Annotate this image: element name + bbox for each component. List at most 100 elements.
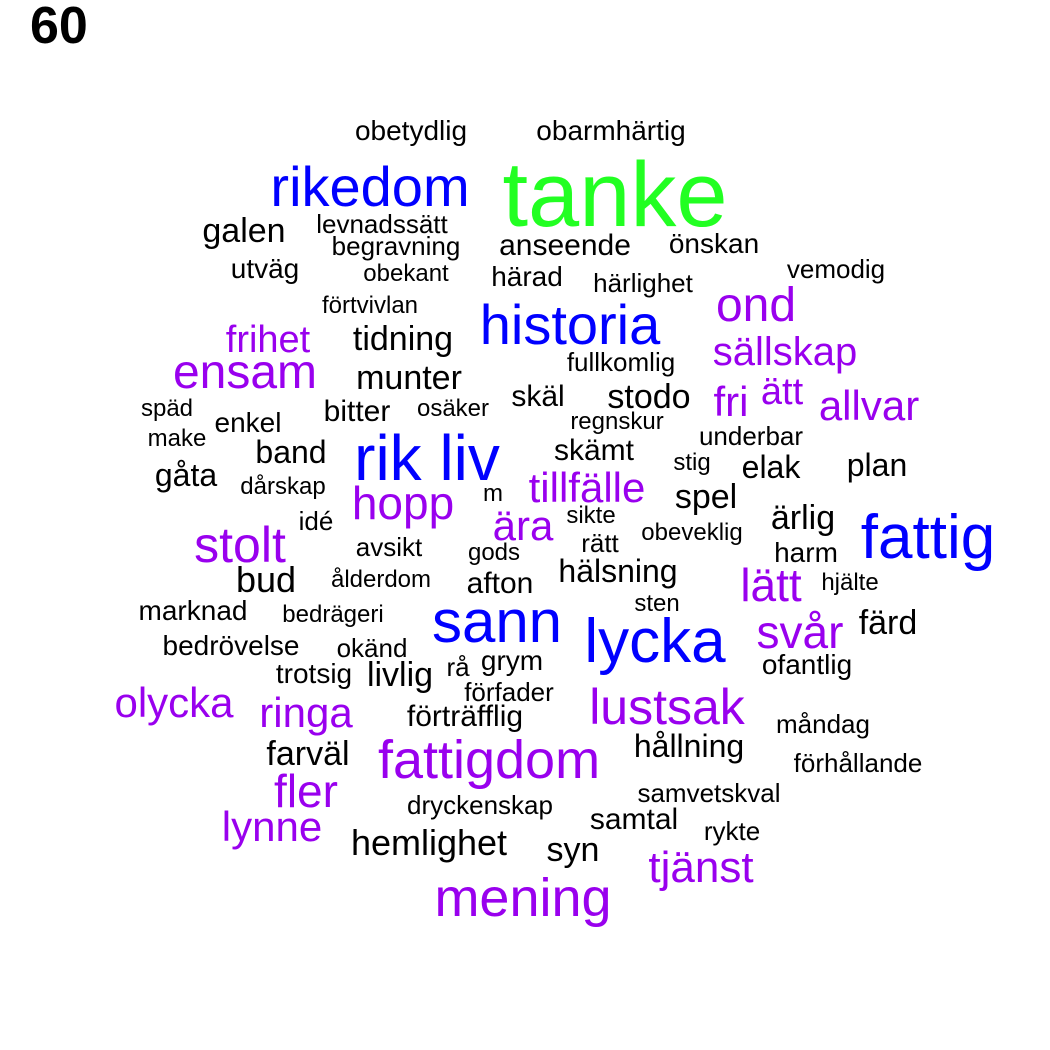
cloud-word: önskan [668, 228, 760, 259]
cloud-word: förfader [464, 677, 554, 707]
cloud-word: munter [356, 359, 462, 397]
cloud-word: bedrövelse [162, 630, 300, 661]
cloud-word: band [255, 434, 327, 470]
cloud-word: syn [546, 831, 600, 869]
cloud-word: stolt [194, 517, 286, 573]
cloud-word: hemlighet [350, 822, 508, 863]
cloud-word: farväl [266, 735, 350, 773]
cloud-word: sikte [566, 502, 616, 529]
cloud-word: begravning [331, 231, 461, 261]
cloud-word: obarmhärtig [536, 115, 686, 146]
cloud-word: livlig [366, 656, 434, 694]
cloud-word: färd [858, 604, 918, 642]
cloud-word: regnskur [570, 408, 664, 435]
cloud-word: fullkomlig [566, 347, 676, 377]
cloud-word: plan [846, 447, 908, 483]
cloud-word: olycka [114, 679, 234, 726]
cloud-word: hälsning [558, 553, 678, 589]
cloud-word: skäl [511, 380, 565, 413]
cloud-word: gåta [154, 457, 218, 493]
cloud-word: förtvivlan [321, 292, 419, 319]
cloud-word: make [147, 425, 207, 452]
cloud-word: historia [479, 293, 661, 356]
cloud-word: ensam [172, 346, 318, 399]
cloud-word: okänd [336, 633, 408, 663]
cloud-word: bitter [323, 395, 391, 428]
cloud-word: harm [774, 537, 838, 568]
cloud-word: bud [235, 559, 297, 600]
cloud-word: förträfflig [406, 700, 524, 733]
cloud-word: samvetskval [637, 778, 781, 808]
cloud-word: späd [140, 395, 194, 422]
cloud-word: fri [713, 378, 749, 425]
cloud-word: ätt [760, 371, 804, 413]
cloud-word: stodo [607, 378, 691, 416]
cloud-word: marknad [138, 595, 248, 626]
cloud-word: trotsig [275, 658, 353, 689]
cloud-word: dryckenskap [407, 790, 553, 820]
cloud-word: hopp [351, 477, 455, 529]
cloud-word: underbar [698, 421, 804, 451]
cloud-word: vemodig [786, 254, 886, 284]
cloud-word: fler [274, 765, 338, 817]
cloud-word: förhållande [793, 748, 923, 778]
cloud-word: levnadssätt [316, 209, 448, 239]
cloud-word: frihet [225, 319, 311, 361]
cloud-word: lycka [584, 607, 726, 676]
cloud-word: ringa [259, 689, 353, 736]
cloud-word: härlighet [593, 268, 693, 298]
cloud-word: tidning [352, 320, 454, 358]
cloud-word: dårskap [240, 473, 326, 500]
cloud-word: ära [492, 502, 554, 549]
cloud-word: obekant [363, 260, 449, 287]
cloud-word: måndag [776, 709, 870, 739]
cloud-word: rik liv [354, 422, 500, 494]
cloud-word: rå [446, 652, 470, 682]
cloud-word: sten [634, 590, 680, 617]
cloud-word: rykte [703, 816, 761, 846]
cloud-word: fattig [860, 503, 996, 572]
cloud-word: avsikt [355, 532, 423, 562]
cloud-word: stig [673, 449, 711, 476]
cloud-word: sällskap [712, 330, 858, 374]
cloud-word: lätt [740, 559, 802, 611]
cloud-word: lynne [221, 803, 323, 850]
cloud-word: tillfälle [528, 464, 646, 511]
cloud-word: osäker [416, 395, 490, 422]
cloud-word: hjälte [821, 569, 879, 596]
cloud-word: elak [741, 449, 801, 485]
cloud-word: utväg [230, 253, 300, 284]
cloud-word: grym [480, 645, 544, 676]
cloud-word: svår [756, 606, 844, 658]
cloud-word: obeveklig [641, 519, 743, 546]
cloud-word: obetydlig [354, 115, 468, 146]
cloud-word: ärlig [770, 499, 836, 537]
cloud-word: anseende [499, 229, 631, 262]
page-number: 60 [30, 0, 88, 55]
cloud-word: spel [674, 478, 738, 516]
cloud-word: bedrägeri [282, 601, 384, 628]
cloud-word: rikedom [270, 155, 470, 218]
cloud-word: m [483, 480, 503, 507]
cloud-word: allvar [818, 382, 920, 429]
cloud-word: tjänst [648, 843, 754, 892]
cloud-word: ålderdom [330, 566, 432, 593]
cloud-word: mening [434, 868, 612, 928]
cloud-word: hållning [633, 728, 745, 764]
cloud-word: fattigdom [377, 730, 601, 790]
cloud-word: skämt [553, 434, 635, 467]
cloud-word: galen [202, 212, 286, 250]
cloud-word: ond [715, 279, 797, 332]
cloud-word: enkel [214, 407, 282, 438]
cloud-word: lustsak [589, 679, 745, 735]
cloud-word: tanke [502, 144, 728, 246]
cloud-word: samtal [589, 803, 679, 836]
cloud-word: härad [491, 261, 563, 292]
cloud-word: sann [431, 588, 563, 655]
cloud-word: rätt [581, 528, 619, 558]
cloud-word: gods [467, 539, 521, 566]
cloud-word: ofantlig [761, 649, 853, 680]
cloud-word: afton [466, 567, 534, 600]
cloud-word: idé [298, 506, 334, 536]
